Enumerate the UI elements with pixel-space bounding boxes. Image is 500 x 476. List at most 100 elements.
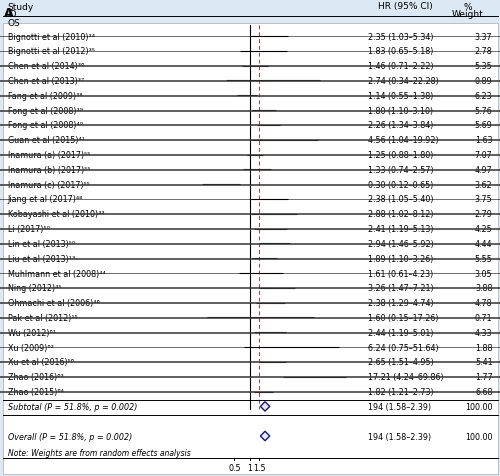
Text: 4.78: 4.78 <box>475 298 492 307</box>
Text: Guan et al (2015)⁴¹: Guan et al (2015)⁴¹ <box>8 136 85 145</box>
Text: Ohmachi et al (2006)⁴⁶: Ohmachi et al (2006)⁴⁶ <box>8 298 99 307</box>
Text: 194 (1.58–2.39): 194 (1.58–2.39) <box>368 432 430 441</box>
Bar <box>0 214 500 215</box>
Text: 2.35 (1.03–5.34): 2.35 (1.03–5.34) <box>368 32 433 41</box>
Text: 1.61 (0.61–4.23): 1.61 (0.61–4.23) <box>368 269 433 278</box>
Text: 5.76: 5.76 <box>475 106 492 115</box>
Text: %: % <box>463 3 472 12</box>
Text: Muhlmann et al (2008)⁴⁴: Muhlmann et al (2008)⁴⁴ <box>8 269 105 278</box>
Text: Xu (2009)⁶²: Xu (2009)⁶² <box>8 343 54 352</box>
Text: OS: OS <box>8 19 20 28</box>
Text: 2.78: 2.78 <box>475 47 492 56</box>
Text: 1.46 (0.71–2.22): 1.46 (0.71–2.22) <box>368 62 433 71</box>
Text: Inamura (a) (2017)⁵⁵: Inamura (a) (2017)⁵⁵ <box>8 151 90 160</box>
Bar <box>0 125 500 126</box>
Text: 3.62: 3.62 <box>475 180 492 189</box>
Bar <box>0 258 500 259</box>
Text: Subtotal (P = 51.8%, p = 0.002): Subtotal (P = 51.8%, p = 0.002) <box>8 402 137 411</box>
Text: 0.89: 0.89 <box>475 77 492 86</box>
Text: 4.56 (1.04–19.92): 4.56 (1.04–19.92) <box>368 136 438 145</box>
Text: 1.89 (1.10–3.26): 1.89 (1.10–3.26) <box>368 254 433 263</box>
Polygon shape <box>260 431 270 441</box>
Bar <box>0 199 500 200</box>
Bar <box>0 169 500 170</box>
Text: Bignotti et al (2010)³⁴: Bignotti et al (2010)³⁴ <box>8 32 94 41</box>
Text: 100.00: 100.00 <box>465 432 492 441</box>
Text: 7.07: 7.07 <box>475 151 492 160</box>
Text: 2.79: 2.79 <box>474 210 492 219</box>
Bar <box>0 228 500 229</box>
Text: Pak et al (2012)¹⁵: Pak et al (2012)¹⁵ <box>8 313 77 322</box>
Bar <box>0 332 500 333</box>
Text: Inamura (c) (2017)⁵⁵: Inamura (c) (2017)⁵⁵ <box>8 180 89 189</box>
Text: 4.44: 4.44 <box>475 239 492 248</box>
Text: 0.30 (0.12–0.65): 0.30 (0.12–0.65) <box>368 180 433 189</box>
Text: 4.25: 4.25 <box>475 225 492 234</box>
Bar <box>0 362 500 363</box>
Text: 3.26 (1.47–7.21): 3.26 (1.47–7.21) <box>368 284 433 293</box>
Text: 4.97: 4.97 <box>475 166 492 175</box>
Text: 17.21 (4.24–69.86): 17.21 (4.24–69.86) <box>368 372 443 381</box>
Text: 6.23: 6.23 <box>475 91 492 100</box>
Text: 1.77: 1.77 <box>475 372 492 381</box>
Text: 5.55: 5.55 <box>474 254 492 263</box>
Text: 5.35: 5.35 <box>475 62 492 71</box>
Text: 2.38 (1.29–4.74): 2.38 (1.29–4.74) <box>368 298 433 307</box>
Text: Fang et al (2009)³⁸: Fang et al (2009)³⁸ <box>8 91 82 100</box>
Text: ID: ID <box>8 10 17 19</box>
Text: Li (2017)⁵⁰: Li (2017)⁵⁰ <box>8 225 50 234</box>
Text: 6.24 (0.75–51.64): 6.24 (0.75–51.64) <box>368 343 438 352</box>
Text: 1: 1 <box>248 464 252 472</box>
Text: 0.71: 0.71 <box>475 313 492 322</box>
Text: 1.82 (1.21–2.73): 1.82 (1.21–2.73) <box>368 387 433 396</box>
Text: 2.88 (1.02–8.12): 2.88 (1.02–8.12) <box>368 210 433 219</box>
Bar <box>0 110 500 111</box>
Text: 3.05: 3.05 <box>475 269 492 278</box>
Text: 1.33 (0.74–2.57): 1.33 (0.74–2.57) <box>368 166 433 175</box>
Text: Weight: Weight <box>452 10 484 19</box>
Text: 2.94 (1.46–5.92): 2.94 (1.46–5.92) <box>368 239 433 248</box>
Text: 100.00: 100.00 <box>465 402 492 411</box>
Text: Inamura (b) (2017)⁵⁵: Inamura (b) (2017)⁵⁵ <box>8 166 90 175</box>
Text: 1.88: 1.88 <box>475 343 492 352</box>
Text: 1.63: 1.63 <box>475 136 492 145</box>
Text: Fong et al (2008)⁴⁰: Fong et al (2008)⁴⁰ <box>8 121 83 130</box>
Text: Chen et al (2013)³⁷: Chen et al (2013)³⁷ <box>8 77 84 86</box>
Text: Overall (P = 51.8%, p = 0.002): Overall (P = 51.8%, p = 0.002) <box>8 432 132 441</box>
Text: Zhao (2016)⁶³: Zhao (2016)⁶³ <box>8 372 63 381</box>
Bar <box>0 303 500 304</box>
Bar <box>0 391 500 392</box>
Text: 1.5: 1.5 <box>253 464 266 472</box>
Text: 2.74 (0.34–22.28): 2.74 (0.34–22.28) <box>368 77 438 86</box>
Text: 3.88: 3.88 <box>475 284 492 293</box>
Text: Jiang et al (2017)⁴⁸: Jiang et al (2017)⁴⁸ <box>8 195 83 204</box>
Polygon shape <box>260 402 270 411</box>
Text: 2.44 (1.19–5.01): 2.44 (1.19–5.01) <box>368 328 433 337</box>
Text: Fong et al (2008)³⁹: Fong et al (2008)³⁹ <box>8 106 83 115</box>
Text: Kobayashi et al (2010)⁴³: Kobayashi et al (2010)⁴³ <box>8 210 104 219</box>
Text: 6.68: 6.68 <box>475 387 492 396</box>
Text: 5.69: 5.69 <box>475 121 492 130</box>
Text: 5.41: 5.41 <box>475 357 492 367</box>
Bar <box>0 96 500 97</box>
Text: Xu et al (2016)⁵⁶: Xu et al (2016)⁵⁶ <box>8 357 74 367</box>
Text: 0.5: 0.5 <box>228 464 240 472</box>
Text: HR (95% CI): HR (95% CI) <box>378 2 432 11</box>
Bar <box>0 51 500 52</box>
Text: Ning (2012)⁴⁵: Ning (2012)⁴⁵ <box>8 284 61 293</box>
Text: 4.33: 4.33 <box>475 328 492 337</box>
Bar <box>0 140 500 141</box>
Text: 2.38 (1.05–5.40): 2.38 (1.05–5.40) <box>368 195 433 204</box>
Text: 2.41 (1.19–5.13): 2.41 (1.19–5.13) <box>368 225 433 234</box>
Text: 1.14 (0.55–1.38): 1.14 (0.55–1.38) <box>368 91 433 100</box>
Text: Zhao (2015)⁶⁴: Zhao (2015)⁶⁴ <box>8 387 64 396</box>
Text: Liu et al (2013)¹³: Liu et al (2013)¹³ <box>8 254 75 263</box>
Text: Lin et al (2013)⁵⁰: Lin et al (2013)⁵⁰ <box>8 239 74 248</box>
Text: 2.65 (1.51–4.95): 2.65 (1.51–4.95) <box>368 357 433 367</box>
Text: A: A <box>4 7 14 20</box>
Bar <box>0 273 500 274</box>
Text: Chen et al (2014)³⁶: Chen et al (2014)³⁶ <box>8 62 84 71</box>
Text: Note: Weights are from random effects analysis: Note: Weights are from random effects an… <box>8 448 190 457</box>
Text: 1.25 (0.88–1.80): 1.25 (0.88–1.80) <box>368 151 433 160</box>
Text: 194 (1.58–2.39): 194 (1.58–2.39) <box>368 402 430 411</box>
